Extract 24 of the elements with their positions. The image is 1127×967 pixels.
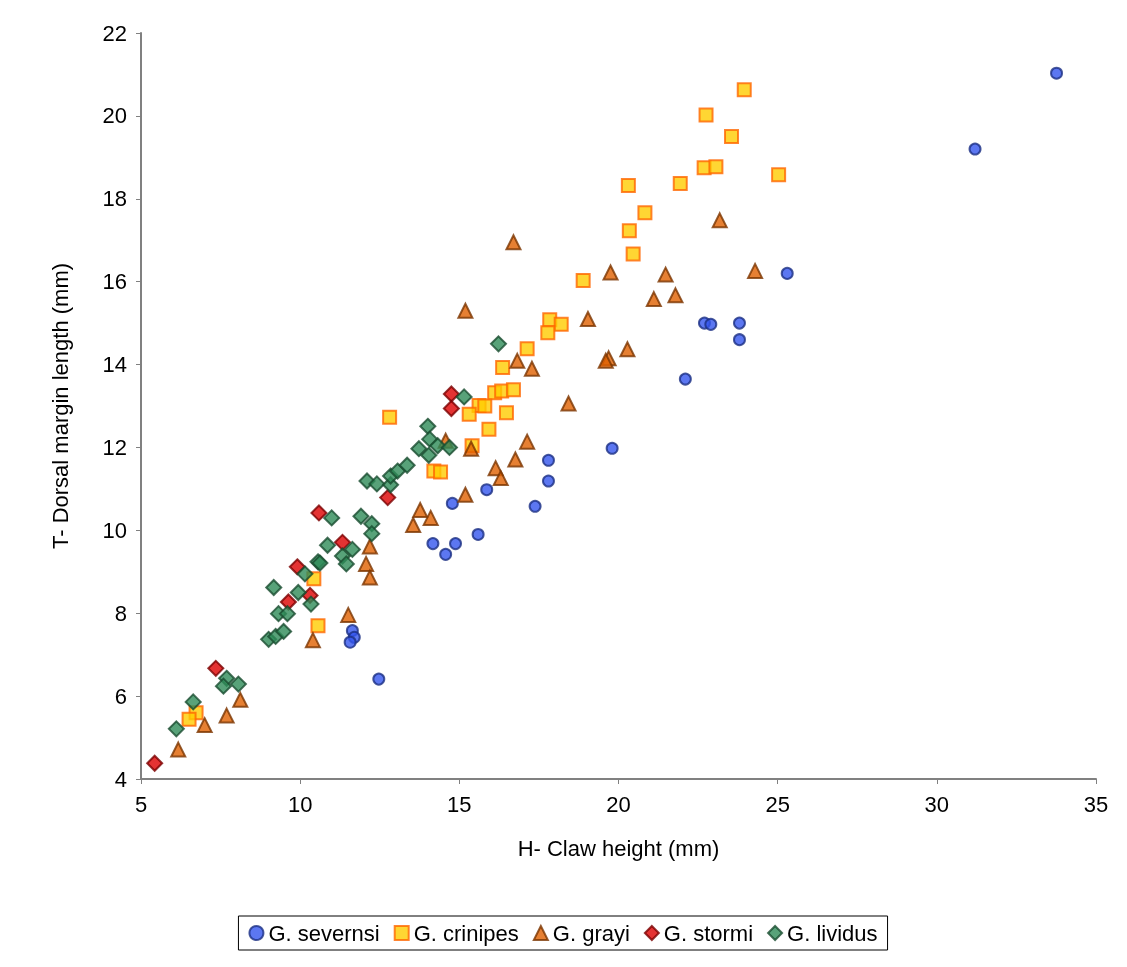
y-tick-label: 4 bbox=[114, 766, 127, 792]
legend-label: G. severnsi bbox=[268, 920, 380, 946]
y-tick-label: 14 bbox=[102, 352, 127, 378]
y-tick-label: 20 bbox=[102, 103, 127, 129]
x-tick-label: 25 bbox=[765, 791, 790, 817]
y-tick-label: 6 bbox=[114, 683, 127, 709]
y-tick-label: 8 bbox=[114, 600, 127, 626]
x-tick-label: 5 bbox=[134, 791, 148, 817]
x-axis-title: H- Claw height (mm) bbox=[517, 835, 720, 861]
y-tick-label: 22 bbox=[102, 20, 127, 46]
legend-label: G. grayi bbox=[552, 920, 630, 946]
legend-label: G. lividus bbox=[787, 920, 878, 946]
x-tick-label: 35 bbox=[1083, 791, 1109, 817]
y-tick-label: 18 bbox=[102, 186, 127, 212]
x-tick-label: 20 bbox=[606, 791, 631, 817]
y-axis-title: T- Dorsal margin length (mm) bbox=[47, 262, 73, 550]
x-tick-label: 15 bbox=[447, 791, 472, 817]
y-tick-label: 10 bbox=[102, 517, 127, 543]
x-tick-label: 10 bbox=[287, 791, 313, 817]
y-tick-label: 12 bbox=[102, 434, 127, 460]
x-tick-label: 30 bbox=[924, 791, 950, 817]
legend-label: G. crinipes bbox=[413, 920, 519, 946]
y-tick-label: 16 bbox=[102, 269, 127, 295]
legend-label: G. stormi bbox=[663, 920, 754, 946]
